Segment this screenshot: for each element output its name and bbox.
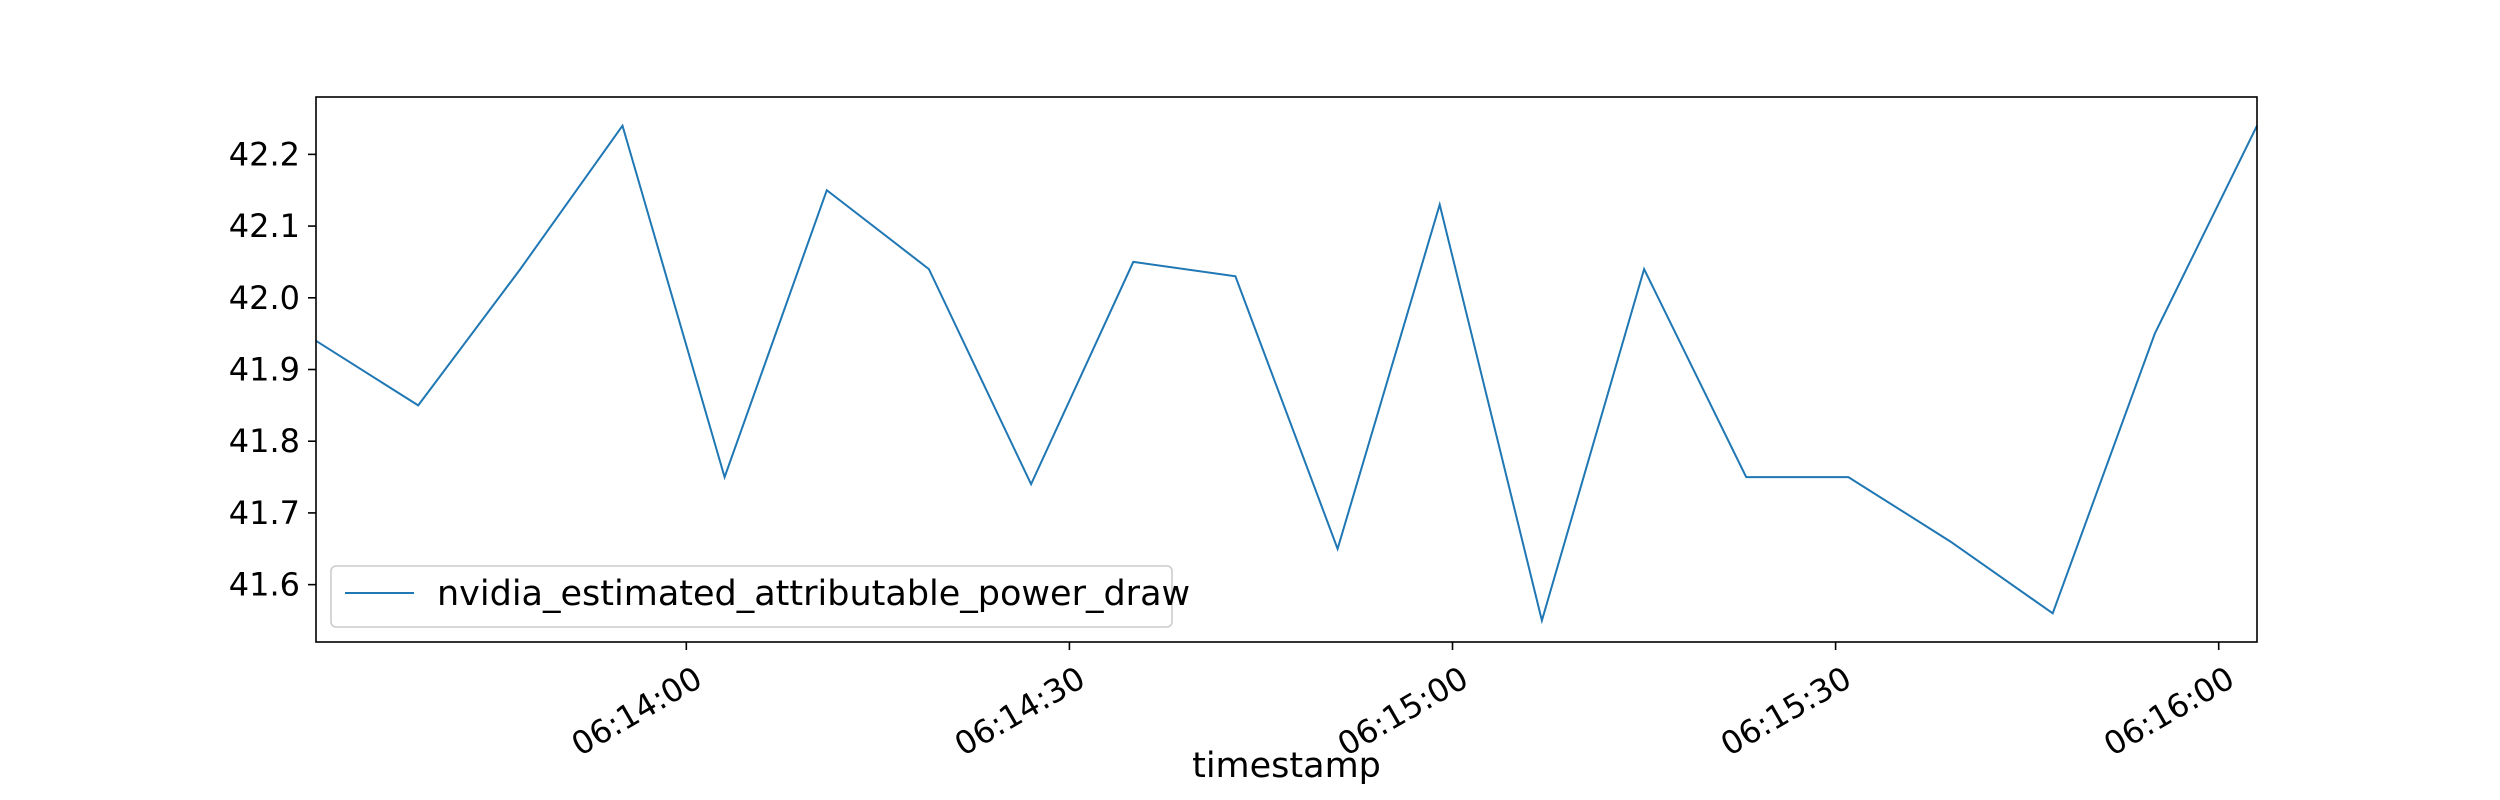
y-tick-label: 42.2 [229,135,300,173]
y-tick-label: 41.9 [229,351,300,389]
x-axis-label: timestamp [1192,746,1381,786]
y-tick-label: 42.0 [229,279,300,317]
series-layer [315,123,2258,625]
legend-box [330,565,1173,628]
y-axis: 41.6 41.7 41.8 41.9 42.0 42.1 42.2 [229,135,316,604]
y-tick-label: 42.1 [229,207,300,245]
legend-label: nvidia_estimated_attributable_power_draw [437,574,1190,614]
y-tick-label: 41.7 [229,494,300,532]
y-tick-label: 41.8 [229,422,300,460]
legend: nvidia_estimated_attributable_power_draw [330,565,1190,628]
y-tick-label: 41.6 [229,566,300,604]
plot-frame [315,96,2258,643]
series-line [315,123,2258,625]
